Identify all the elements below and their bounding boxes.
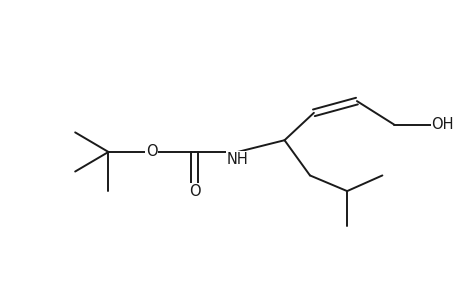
Text: NH: NH bbox=[226, 152, 248, 167]
Text: OH: OH bbox=[431, 117, 453, 132]
Text: O: O bbox=[146, 145, 157, 160]
Text: O: O bbox=[188, 184, 200, 199]
